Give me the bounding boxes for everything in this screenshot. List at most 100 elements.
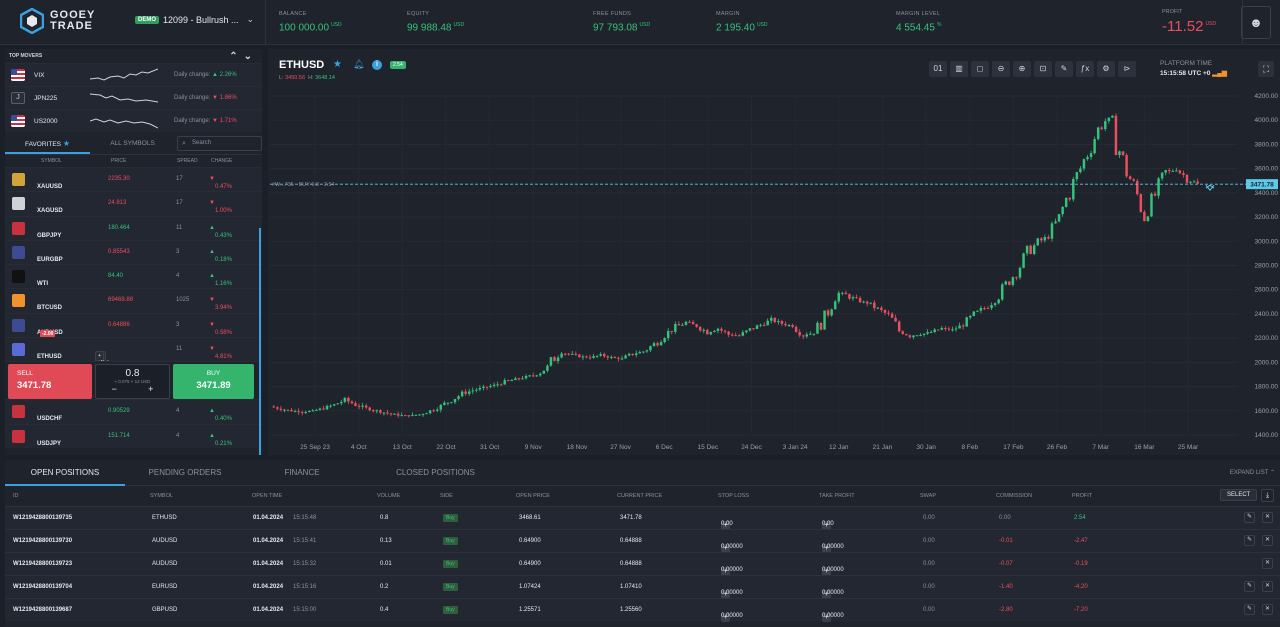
price-chart[interactable]: 4200.00 4000.00 3800.00 3600.00 3400.00 3200.… <box>268 49 1280 455</box>
chevron-up-icon[interactable]: ⌃ <box>229 50 244 62</box>
position-marker-icon[interactable] <box>1205 184 1215 191</box>
account-selector[interactable]: DEMO 12099 - Bullrush ... ⌄ <box>135 14 254 25</box>
candle-body <box>400 415 403 417</box>
top-mover-row[interactable]: J JPN225 Daily change: ▼ 1.86% <box>5 86 262 109</box>
symbol-row[interactable]: GBPJPY 180.464 11 ▲ 0.43% <box>5 215 262 240</box>
candle-body <box>599 354 602 356</box>
edit-icon[interactable]: ✎ <box>1244 512 1255 523</box>
symbol-row[interactable]: WTI 84.40 4 ▲ 1.16% <box>5 264 262 289</box>
position-row[interactable]: W121942880013970​4 EURUSD 01.04.2024 0.2 1.0… <box>5 575 1280 599</box>
chart-tool-button[interactable]: ⚙ <box>1097 61 1115 77</box>
download-icon[interactable]: ⤓ <box>1261 489 1274 502</box>
close-icon[interactable]: ✕ <box>1262 558 1273 569</box>
close-icon[interactable]: ✕ <box>1262 535 1273 546</box>
symbol-row[interactable]: XAUUSD 2235.30 17 ▼ 0.47% <box>5 167 262 192</box>
user-profile-button[interactable]: ☻ <box>1241 6 1271 39</box>
plus-icon[interactable]: + <box>822 544 831 553</box>
candle-body <box>272 406 276 408</box>
brand-logo[interactable]: GOOEY TRADE <box>20 8 95 34</box>
candle-body <box>1153 193 1157 196</box>
candle-body <box>713 330 716 333</box>
search-input[interactable]: ⌕ Search <box>177 136 262 151</box>
edit-icon[interactable]: ✎ <box>1244 581 1255 592</box>
candle-body <box>457 396 460 399</box>
chart-tool-button[interactable]: 01 <box>929 61 947 77</box>
position-row[interactable]: W121942880013973​5 ETHUSD 01.04.2024 0.8 346… <box>5 506 1280 530</box>
candle-body <box>908 335 912 338</box>
close-icon[interactable]: ✕ <box>1262 581 1273 592</box>
candle-body <box>329 405 332 407</box>
info-icon[interactable]: i <box>372 60 382 70</box>
plus-icon[interactable]: + <box>822 567 831 576</box>
candle-body <box>389 413 393 415</box>
plus-icon[interactable]: + <box>721 613 730 622</box>
chevron-down-icon[interactable]: ⌄ <box>243 50 258 62</box>
symbol-row[interactable]: BTCUSD 69468.88 1025 ▼ 3.94% <box>5 288 262 313</box>
sell-button[interactable]: SELL 3471.78 <box>8 364 92 400</box>
plus-icon[interactable]: + <box>822 590 831 599</box>
plus-icon[interactable]: + <box>822 613 831 622</box>
chart-tool-button[interactable]: ⊳ <box>1118 61 1136 77</box>
buy-button[interactable]: BUY 3471.89 <box>173 364 254 400</box>
tab-pending-orders[interactable]: PENDING ORDERS <box>148 468 222 477</box>
chart-tool-button[interactable]: ▥ <box>950 61 968 77</box>
plus-icon[interactable]: + <box>822 521 831 530</box>
scrollbar[interactable] <box>259 228 261 455</box>
symbol-row[interactable]: ETHUSDⓘ Info + New Order11▼ 4.81% <box>5 337 262 372</box>
symbol-row[interactable]: USDJPY 151.714 4 ▲ 0.21% <box>5 423 262 448</box>
symbol-spread: 4 <box>176 408 180 415</box>
chart-tool-button[interactable]: ⊖ <box>992 61 1010 77</box>
fullscreen-button[interactable]: ⛶ <box>1258 61 1274 77</box>
change-badge: 2.54 <box>390 61 406 69</box>
select-button[interactable]: SELECT <box>1220 489 1258 501</box>
tab-favorites[interactable]: FAVORITES ★ <box>5 134 90 154</box>
candle-body <box>510 380 514 382</box>
chart-tool-button[interactable]: ⊕ <box>1013 61 1031 77</box>
chart-tool-button[interactable]: ⊡ <box>1034 61 1052 77</box>
chart-tool-button[interactable]: ◻ <box>971 61 989 77</box>
candle-body <box>1089 153 1093 158</box>
edit-icon[interactable]: ✎ <box>1244 535 1255 546</box>
tab-finance[interactable]: FINANCE <box>284 468 320 477</box>
tab-closed-positions[interactable]: CLOSED POSITIONS <box>396 468 475 477</box>
candle-body <box>681 324 684 326</box>
position-row[interactable]: W121942880013972​3 AUDUSD 01.04.2024 0.01 0.… <box>5 552 1280 576</box>
star-icon[interactable]: ★ <box>333 59 342 70</box>
tab-open-positions[interactable]: OPEN POSITIONS <box>5 460 125 486</box>
position-row[interactable]: W121942880013973​0 AUDUSD 01.04.2024 0.13 0.… <box>5 529 1280 553</box>
new-order-button[interactable]: + New Order <box>95 351 114 372</box>
chart-tool-button[interactable]: ƒx <box>1076 61 1094 77</box>
symbol-row[interactable]: XAGUSD 24.813 17 ▼ 1.00% <box>5 191 262 216</box>
position-symbol: ETHUSD <box>152 515 177 521</box>
candle-body <box>467 391 471 394</box>
plus-icon[interactable]: + <box>721 567 730 576</box>
top-mover-row[interactable]: US2000 Daily change: ▼ 1.71% <box>5 109 262 132</box>
close-icon[interactable]: ✕ <box>1262 604 1273 615</box>
volume-minus-button[interactable]: − <box>111 384 117 395</box>
edit-icon[interactable]: ✎ <box>1244 604 1255 615</box>
flag-icon <box>11 115 25 127</box>
plus-icon[interactable]: + <box>721 521 730 530</box>
plus-icon[interactable]: + <box>721 544 730 553</box>
expand-list-button[interactable]: EXPAND LIST ⌃ <box>1229 470 1275 476</box>
bell-icon[interactable]: 🔔︎ <box>353 59 365 69</box>
close-icon[interactable]: ✕ <box>1262 512 1273 523</box>
chart-tool-button[interactable]: ✎ <box>1055 61 1073 77</box>
candle-body <box>720 328 723 331</box>
candle-body <box>901 331 904 335</box>
top-mover-row[interactable]: VIX Daily change: ▲ 2.26% <box>5 63 262 86</box>
volume-stepper[interactable]: 0.8 ≈ 0.075 × 12 USD − + <box>95 364 170 400</box>
symbol-row[interactable]: EURGBP 0.85543 3 ▲ 0.18% <box>5 239 262 265</box>
symbol-row[interactable]: USDCHF 0.90529 4 ▲ 0.40% <box>5 399 262 424</box>
volume-plus-button[interactable]: + <box>148 384 154 395</box>
tab-all-symbols[interactable]: ALL SYMBOLS <box>110 140 155 147</box>
candle-body <box>446 402 450 404</box>
candle-body <box>414 414 418 416</box>
plus-icon[interactable]: + <box>721 590 730 599</box>
candle-body <box>659 342 663 346</box>
current-price-marker <box>1246 179 1278 190</box>
position-row[interactable]: W121942880013968​7 GBPUSD 01.04.2024 0.4 1.2… <box>5 598 1280 622</box>
position-profit: -2.47 <box>1074 538 1088 544</box>
position-id: W121942880013970​4 <box>13 584 73 590</box>
